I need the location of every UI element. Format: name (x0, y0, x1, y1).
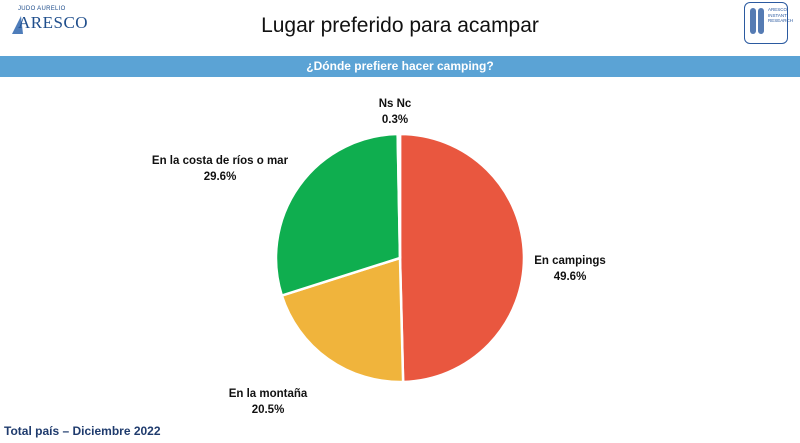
logo-right-line: RESEARCH (768, 18, 794, 23)
figure-icon (758, 8, 764, 34)
slice-value: 49.6% (553, 271, 587, 283)
chart-subtitle: ¿Dónde prefiere hacer camping? (306, 59, 494, 73)
slice-label-en-la-montana: En la montaña 20.5% (213, 386, 323, 418)
slice-name: En la costa de ríos o mar (151, 155, 289, 167)
logo-right-line: INSTANT (768, 12, 787, 18)
slice-label-ns-nc: Ns Nc 0.3% (365, 96, 425, 128)
question-bar: ¿Dónde prefiere hacer camping? (0, 56, 800, 77)
aresco-instant-research-logo: ARESCO INSTANT RESEARCH (742, 2, 794, 44)
slice-value: 29.6% (203, 171, 237, 183)
logo-triangle-icon (12, 16, 23, 34)
chart-title: Lugar preferido para acampar (261, 14, 539, 37)
seal-icon (744, 2, 788, 44)
pie-slice-0 (398, 132, 526, 384)
pie-slice-1 (280, 256, 405, 384)
figure-icon (750, 8, 756, 34)
logo-right-line: ARESCO (768, 7, 788, 12)
logo-small-text: JUDO AURELIO (18, 6, 66, 12)
logo-right-text: ARESCO INSTANT RESEARCH (768, 7, 794, 24)
slice-name: En campings (534, 255, 606, 267)
aresco-logo: JUDO AURELIO ARESCO (8, 4, 88, 40)
logo-big-text: ARESCO (18, 13, 89, 32)
slice-value: 0.3% (381, 114, 409, 126)
pie-slice-2 (274, 132, 402, 298)
slice-label-en-la-costa: En la costa de ríos o mar 29.6% (140, 153, 300, 185)
slice-value: 20.5% (251, 404, 285, 416)
slice-label-en-campings: En campings 49.6% (520, 253, 620, 285)
slice-name: En la montaña (228, 388, 308, 400)
pie-slice-3 (396, 132, 402, 259)
footer-note: Total país – Diciembre 2022 (4, 424, 161, 438)
slice-name: Ns Nc (378, 98, 412, 110)
